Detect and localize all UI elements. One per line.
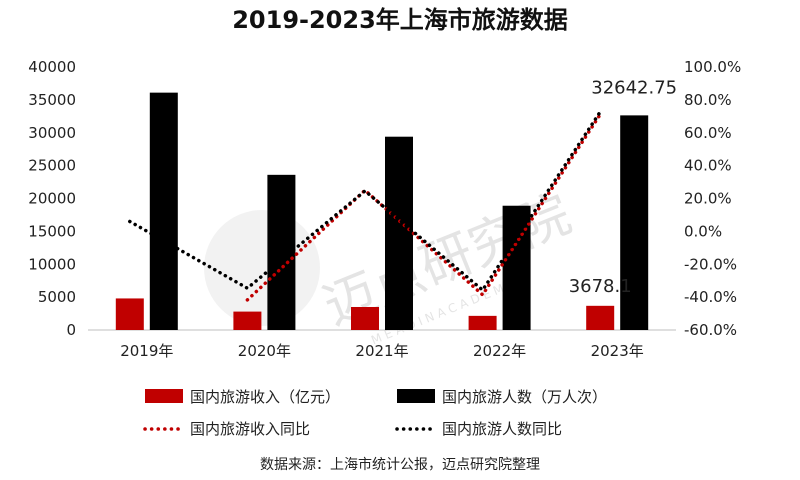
- bar-series-0-0: [115, 298, 144, 330]
- bars: [115, 92, 649, 330]
- legend-item-visitors: 国内旅游人数（万人次）: [397, 388, 607, 406]
- y-axis-right: -60.0% -40.0% -20.0% 0.0% 20.0% 40.0% 60.0% 80.…: [684, 58, 741, 339]
- y-left-tick-label: 10000: [28, 255, 76, 273]
- data-label-1: 3678.1: [569, 276, 632, 297]
- data-label-0: 32642.75: [591, 77, 677, 98]
- y-left-tick-label: 40000: [28, 58, 76, 76]
- x-tick-label: 2023年: [591, 342, 644, 360]
- bar-series-1-2: [385, 136, 413, 330]
- y-right-tick-label: -40.0%: [684, 288, 737, 306]
- y-left-tick-label: 25000: [28, 157, 76, 175]
- legend-swatch-visitors: [397, 389, 435, 403]
- y-left-tick-label: 0: [66, 321, 76, 339]
- y-left-tick-label: 15000: [28, 222, 76, 240]
- y-axis-left: 0 5000 10000 15000 20000 25000 30000 35000 40000: [28, 58, 76, 339]
- y-right-tick-label: 80.0%: [684, 91, 732, 109]
- legend: 国内旅游收入（亿元） 国内旅游人数（万人次） 国内旅游收入同比 国内旅游人数同比: [143, 388, 607, 438]
- legend-label-visitors: 国内旅游人数（万人次）: [442, 388, 607, 406]
- bar-series-1-1: [267, 174, 296, 330]
- bar-series-0-3: [468, 315, 497, 330]
- y-right-tick-label: -60.0%: [684, 321, 737, 339]
- y-right-tick-label: 20.0%: [684, 190, 732, 208]
- bar-series-0-2: [351, 306, 379, 330]
- bar-series-1-3: [502, 205, 531, 330]
- legend-item-revenue: 国内旅游收入（亿元）: [145, 388, 340, 406]
- y-left-tick-label: 5000: [38, 288, 76, 306]
- source-note: 数据来源：上海市统计公报，迈点研究院整理: [260, 456, 540, 473]
- x-axis: 2019年 2020年 2021年 2022年 2023年: [120, 342, 644, 360]
- legend-swatch-revenue: [145, 389, 183, 403]
- y-left-tick-label: 30000: [28, 124, 76, 142]
- x-tick-label: 2020年: [238, 342, 291, 360]
- y-left-tick-label: 35000: [28, 91, 76, 109]
- x-tick-label: 2022年: [473, 342, 526, 360]
- y-right-tick-label: 40.0%: [684, 157, 732, 175]
- y-right-tick-label: -20.0%: [684, 255, 737, 273]
- x-tick-label: 2021年: [355, 342, 408, 360]
- bar-series-1-4: [620, 115, 649, 330]
- chart-title: 2019-2023年上海市旅游数据: [232, 6, 568, 34]
- y-right-tick-label: 60.0%: [684, 124, 732, 142]
- legend-item-revenue-yoy: 国内旅游收入同比: [143, 420, 310, 438]
- y-right-tick-label: 0.0%: [684, 222, 722, 240]
- legend-label-visitors-yoy: 国内旅游人数同比: [442, 420, 562, 438]
- legend-label-revenue-yoy: 国内旅游收入同比: [190, 420, 310, 438]
- y-right-tick-label: 100.0%: [684, 58, 741, 76]
- legend-item-visitors-yoy: 国内旅游人数同比: [395, 420, 562, 438]
- bar-series-0-4: [586, 305, 615, 330]
- x-tick-label: 2019年: [120, 342, 173, 360]
- bar-series-0-1: [233, 311, 262, 330]
- lines: [128, 110, 602, 302]
- legend-label-revenue: 国内旅游收入（亿元）: [190, 388, 340, 406]
- y-left-tick-label: 20000: [28, 190, 76, 208]
- data-labels: 32642.75 3678.1: [569, 77, 677, 296]
- bar-series-1-0: [149, 92, 178, 330]
- watermark-logo-icon: [204, 210, 320, 326]
